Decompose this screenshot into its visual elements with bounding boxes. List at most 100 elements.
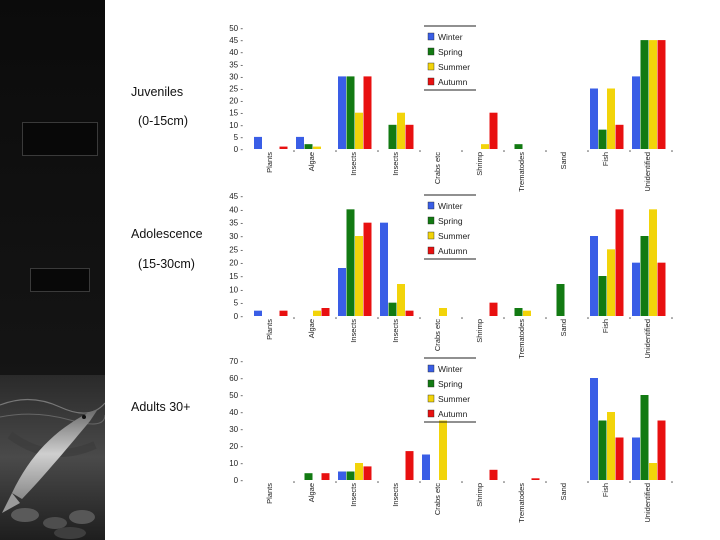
bar [640,40,649,149]
y-tick-label: 45 - [229,192,243,201]
x-tick-mark [377,481,379,483]
bar [355,112,363,149]
y-tick-label: 0 - [234,145,244,154]
x-tick-mark [461,317,463,319]
y-tick-label: 15 - [229,272,243,281]
bar [649,463,657,480]
x-tick-mark [503,481,505,483]
bar [422,454,430,480]
bar [338,471,346,480]
bar [363,222,372,316]
x-tick-label: Sand [559,152,568,170]
bar [363,76,372,149]
x-tick-label: Fish [601,152,610,166]
bar [649,40,657,149]
bar [590,236,598,316]
x-tick-mark [419,150,421,152]
legend-label: Spring [438,379,463,389]
y-tick-label: 20 - [229,442,243,451]
bar [405,451,414,480]
x-tick-label: Insects [391,319,400,343]
x-tick-mark [461,481,463,483]
bar [632,76,640,149]
x-tick-mark [587,317,589,319]
legend-label: Spring [438,216,463,226]
bar [304,144,313,149]
x-tick-mark [335,150,337,152]
fish-photo-icon [0,375,105,540]
y-tick-label: 10 - [229,285,243,294]
bar [405,124,414,149]
bar [355,463,363,480]
sidebar-box-1 [22,122,98,156]
bar [363,466,372,480]
bar [313,146,321,149]
adults-label: Adults 30+ [131,400,191,414]
bar [590,88,598,149]
x-tick-mark [293,150,295,152]
bar [321,308,330,316]
x-tick-mark [545,481,547,483]
y-tick-label: 20 - [229,259,243,268]
chart-1: 0 - 5 - 10 - 15 - 20 - 25 - 30 - 35 - 40 - 45 - 50… [229,24,673,192]
legend-label: Summer [438,62,470,72]
x-tick-label: Unidentified [643,152,652,192]
x-tick-label: Insects [391,152,400,176]
y-tick-label: 15 - [229,109,243,118]
y-tick-label: 25 - [229,85,243,94]
legend-label: Spring [438,47,463,57]
bar [615,437,624,480]
bar [397,284,405,316]
bar [615,124,624,149]
x-tick-mark [377,317,379,319]
x-tick-mark [503,317,505,319]
bar [304,473,313,480]
legend-label: Autumn [438,77,468,87]
x-tick-label: Unidentified [643,483,652,523]
bar [388,124,397,149]
bar [489,469,498,480]
x-tick-label: Plants [265,319,274,340]
chart-3: 0 - 10 - 20 - 30 - 40 - 50 - 60 - 70 - Plants Alg… [229,357,673,523]
bar [632,437,640,480]
x-tick-mark [629,481,631,483]
bar [598,129,607,149]
adolescence-size-label: (15-30cm) [138,257,195,271]
legend-label: Autumn [438,409,468,419]
x-tick-mark [293,481,295,483]
bar [598,420,607,480]
bar [355,236,363,316]
bar [279,310,288,316]
y-tick-label: 70 - [229,357,243,366]
legend-swatch [427,47,435,56]
x-tick-mark [587,481,589,483]
legend-label: Winter [438,32,463,42]
bar [380,222,388,316]
bar [254,310,262,316]
x-tick-label: Shrimp [475,152,484,176]
legend-swatch [427,77,435,86]
y-tick-label: 10 - [229,459,243,468]
x-tick-mark [671,150,673,152]
x-tick-label: Fish [601,483,610,497]
bar [405,310,414,316]
bar [590,378,598,480]
y-tick-label: 35 - [229,60,243,69]
x-tick-label: Insects [349,319,358,343]
bar [523,310,531,316]
legend-label: Winter [438,201,463,211]
x-tick-mark [377,150,379,152]
x-tick-mark [335,481,337,483]
x-tick-label: Algae [307,483,316,502]
bar [321,473,330,480]
y-tick-label: 60 - [229,374,243,383]
legend-swatch [427,231,435,240]
x-tick-mark [629,150,631,152]
x-tick-label: Trematodes [517,319,526,359]
bar [640,236,649,316]
juveniles-label: Juveniles [131,85,184,99]
x-tick-mark [419,481,421,483]
x-tick-label: Plants [265,483,274,504]
y-tick-label: 0 - [234,312,244,321]
x-tick-mark [419,317,421,319]
